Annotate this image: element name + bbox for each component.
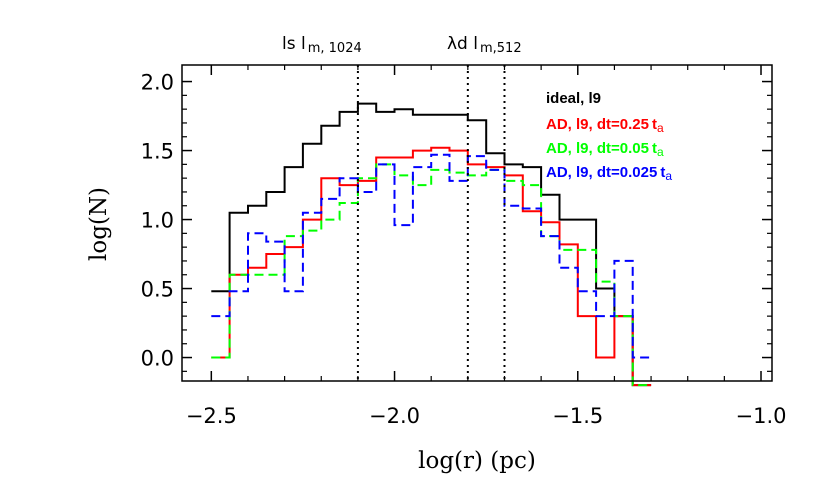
legend-ad-025-sub: a <box>657 121 664 135</box>
y-tick-label-4: 2.0 <box>141 71 174 95</box>
y-tick-label-0: 0.0 <box>141 347 174 371</box>
tick-layer: −2.5 −2.0 −1.5 −1.0 0.0 0.5 1.0 1.5 2.0 <box>141 65 787 428</box>
x-tick-label-2: −1.5 <box>552 404 603 428</box>
legend-ad-025: AD, l9, dt=0.25 ta <box>546 116 664 135</box>
y-axis-title: log(N) <box>86 187 112 261</box>
series-line-2 <box>211 163 652 387</box>
x-tick-label-3: −1.0 <box>736 404 787 428</box>
legend-ad-0025: AD, l9, dt=0.025 ta <box>546 164 672 183</box>
y-tick-label-2: 1.0 <box>141 209 174 233</box>
top-label-ls-sub: m, 1024 <box>308 41 362 56</box>
x-tick-label-0: −2.5 <box>186 404 237 428</box>
legend-ad-005-sub: a <box>657 145 664 159</box>
top-label-lambda-d: λd l m,512 <box>447 34 522 56</box>
vline-layer <box>356 65 506 381</box>
x-axis-title: log(r) (pc) <box>418 448 536 474</box>
legend-ad-0025-sub: a <box>665 169 672 183</box>
svg-text:ls lm, 1024: ls l m, 1024 <box>282 34 362 56</box>
legend-ad-025-text: AD, l9, dt=0.25 <box>546 116 649 133</box>
legend-ad-005: AD, l9, dt=0.05 ta <box>546 140 664 159</box>
top-label-ls-main: ls l <box>282 34 306 54</box>
series-line-0 <box>211 102 652 387</box>
top-label-lambda-sub: m,512 <box>480 41 522 56</box>
plot-frame <box>181 64 773 382</box>
y-tick-label-1: 0.5 <box>141 278 174 302</box>
series-layer <box>211 102 652 387</box>
legend-ad-005-text: AD, l9, dt=0.05 <box>546 140 649 157</box>
svg-text:λd lm,512: λd l m,512 <box>447 34 522 56</box>
legend-ideal: ideal, l9 <box>546 90 601 107</box>
series-line-3 <box>211 153 652 359</box>
top-label-lambda-main: λd l <box>447 34 478 54</box>
top-label-ls: ls l m, 1024 <box>282 34 362 56</box>
y-tick-label-3: 1.5 <box>141 140 174 164</box>
x-tick-label-1: −2.0 <box>369 404 420 428</box>
legend: ideal, l9 AD, l9, dt=0.25 ta AD, l9, dt=0… <box>546 90 672 183</box>
legend-ad-0025-text: AD, l9, dt=0.025 <box>546 164 657 181</box>
